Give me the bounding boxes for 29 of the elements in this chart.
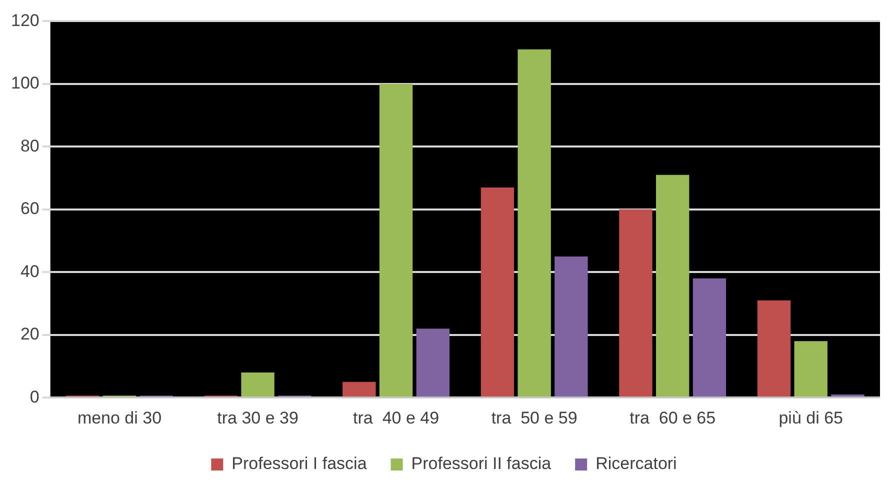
y-tick-label: 40 [20,262,40,281]
x-tick-label: tra 30 e 39 [217,408,298,428]
bar [831,394,864,397]
bar [554,256,588,397]
bar [656,174,690,397]
bar [241,372,274,397]
x-tick-label: più di 65 [778,408,844,428]
bar [342,382,376,397]
x-tick-label: tra 60 e 65 [630,408,716,428]
bar [794,341,828,397]
y-tick-label: 60 [20,199,40,218]
bar [619,209,652,397]
bar [518,49,551,397]
bar [379,84,413,397]
legend-label: Professori II fascia [411,454,552,474]
legend-label: Professori I fascia [232,454,368,474]
x-tick-label: tra 50 e 59 [491,408,578,428]
y-tick-label: 120 [10,10,40,30]
y-tick-label: 20 [20,324,40,344]
x-tick-label: meno di 30 [77,408,162,428]
y-tick-label: 80 [20,136,40,156]
legend-label: Ricercatori [596,454,677,474]
bar [416,328,450,397]
bar [480,187,514,397]
bar [692,278,726,397]
bar [757,300,791,397]
y-tick-label: 100 [10,74,40,93]
x-tick-label: tra 40 e 49 [353,408,440,428]
y-tick-label: 0 [30,387,40,406]
